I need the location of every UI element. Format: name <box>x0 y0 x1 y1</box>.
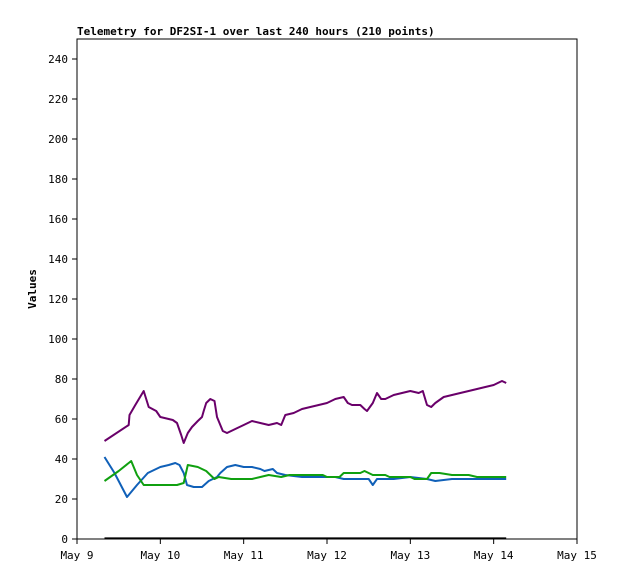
y-tick-label: 0 <box>61 533 68 546</box>
series-line-1 <box>103 380 507 444</box>
y-axis-label: Values <box>26 269 39 309</box>
y-tick-label: 80 <box>55 373 68 386</box>
x-axis: May 9 May 10 May 11 May 12 May 13 May 14 May 1… <box>60 539 597 562</box>
y-tick-label: 200 <box>48 133 68 146</box>
y-tick-label: 120 <box>48 293 68 306</box>
y-tick-label: 160 <box>48 213 68 226</box>
series-line-3 <box>103 460 507 486</box>
y-axis: 0 20 40 60 80 100 120 140 160 180 200 220 240 <box>48 53 77 546</box>
y-tick-label: 140 <box>48 253 68 266</box>
y-tick-label: 40 <box>55 453 68 466</box>
series-layer <box>103 380 507 540</box>
x-tick-label: May 9 <box>60 549 93 562</box>
x-tick-label: May 12 <box>307 549 347 562</box>
y-tick-label: 220 <box>48 93 68 106</box>
x-tick-label: May 13 <box>390 549 430 562</box>
y-tick-label: 20 <box>55 493 68 506</box>
plot-area <box>76 38 578 540</box>
y-tick-label: 100 <box>48 333 68 346</box>
x-tick-label: May 10 <box>140 549 180 562</box>
x-tick-label: May 11 <box>224 549 264 562</box>
chart-title: Telemetry for DF2SI-1 over last 240 hour… <box>77 25 435 38</box>
y-tick-label: 240 <box>48 53 68 66</box>
x-tick-label: May 15 <box>557 549 597 562</box>
y-tick-label: 60 <box>55 413 68 426</box>
series-line-2 <box>103 456 507 498</box>
x-tick-label: May 14 <box>474 549 514 562</box>
y-tick-label: 180 <box>48 173 68 186</box>
